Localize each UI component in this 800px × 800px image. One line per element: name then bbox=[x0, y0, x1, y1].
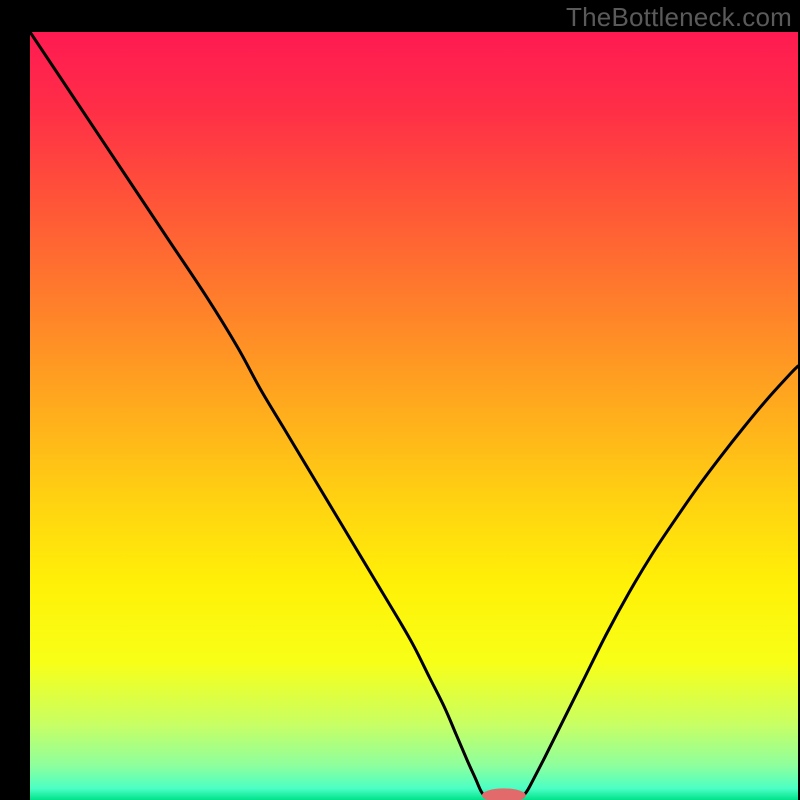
bottleneck-chart bbox=[0, 0, 800, 800]
plot-background bbox=[30, 32, 798, 800]
watermark-text: TheBottleneck.com bbox=[566, 2, 792, 33]
